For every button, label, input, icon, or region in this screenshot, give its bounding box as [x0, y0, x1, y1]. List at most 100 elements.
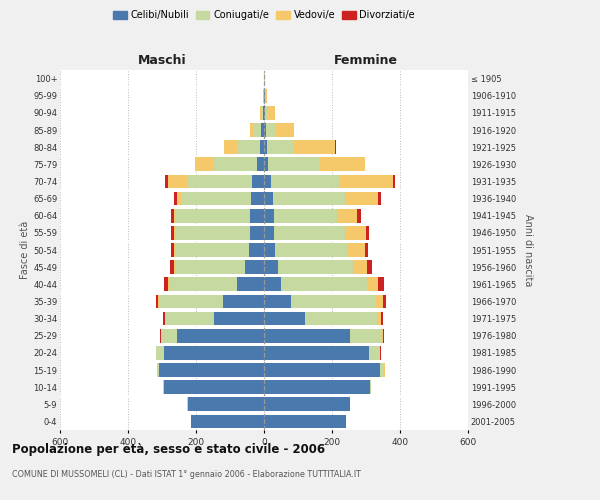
- Y-axis label: Fasce di età: Fasce di età: [20, 221, 30, 279]
- Bar: [245, 260, 264, 274]
- Bar: [347, 243, 365, 257]
- Bar: [381, 329, 383, 342]
- Bar: [383, 294, 386, 308]
- Bar: [377, 312, 381, 326]
- Bar: [224, 140, 237, 154]
- Bar: [337, 209, 357, 222]
- Bar: [158, 363, 264, 377]
- Text: Maschi: Maschi: [137, 54, 187, 66]
- Bar: [191, 414, 264, 428]
- Bar: [250, 209, 264, 222]
- Bar: [264, 363, 380, 377]
- Bar: [264, 209, 274, 222]
- Bar: [223, 294, 264, 308]
- Bar: [278, 260, 353, 274]
- Bar: [320, 158, 365, 171]
- Bar: [268, 106, 275, 120]
- Bar: [237, 278, 264, 291]
- Bar: [344, 192, 378, 205]
- Text: Popolazione per età, sesso e stato civile - 2006: Popolazione per età, sesso e stato civil…: [12, 442, 325, 456]
- Bar: [264, 294, 291, 308]
- Bar: [165, 312, 166, 326]
- Bar: [264, 158, 268, 171]
- Bar: [271, 174, 340, 188]
- Bar: [237, 140, 260, 154]
- Bar: [264, 192, 272, 205]
- Bar: [268, 158, 320, 171]
- Bar: [175, 243, 249, 257]
- Bar: [265, 106, 268, 120]
- Bar: [213, 158, 257, 171]
- Bar: [305, 312, 377, 326]
- Bar: [365, 243, 368, 257]
- Bar: [264, 278, 281, 291]
- Bar: [393, 174, 395, 188]
- Bar: [264, 346, 369, 360]
- Bar: [176, 209, 250, 222]
- Bar: [250, 226, 264, 239]
- Bar: [251, 192, 264, 205]
- Bar: [264, 106, 265, 120]
- Bar: [173, 209, 176, 222]
- Bar: [178, 192, 181, 205]
- Bar: [261, 123, 264, 137]
- Bar: [170, 226, 173, 239]
- Bar: [274, 209, 337, 222]
- Bar: [264, 174, 271, 188]
- Bar: [264, 89, 265, 102]
- Bar: [158, 294, 159, 308]
- Bar: [267, 140, 294, 154]
- Bar: [276, 123, 293, 137]
- Bar: [166, 174, 169, 188]
- Bar: [265, 89, 267, 102]
- Bar: [264, 398, 350, 411]
- Bar: [264, 312, 305, 326]
- Bar: [188, 174, 252, 188]
- Bar: [264, 329, 350, 342]
- Bar: [378, 192, 382, 205]
- Bar: [376, 294, 383, 308]
- Bar: [173, 226, 176, 239]
- Bar: [294, 140, 335, 154]
- Bar: [366, 226, 370, 239]
- Bar: [173, 243, 175, 257]
- Bar: [169, 174, 188, 188]
- Bar: [161, 329, 178, 342]
- Bar: [156, 346, 164, 360]
- Bar: [260, 140, 264, 154]
- Bar: [254, 123, 261, 137]
- Bar: [377, 278, 383, 291]
- Bar: [196, 158, 213, 171]
- Bar: [264, 260, 278, 274]
- Bar: [170, 243, 173, 257]
- Bar: [156, 294, 158, 308]
- Bar: [178, 329, 264, 342]
- Bar: [187, 398, 264, 411]
- Bar: [281, 278, 367, 291]
- Bar: [174, 192, 178, 205]
- Bar: [353, 260, 367, 274]
- Bar: [263, 106, 264, 120]
- Bar: [163, 380, 164, 394]
- Bar: [272, 192, 344, 205]
- Bar: [214, 312, 264, 326]
- Text: Femmine: Femmine: [334, 54, 398, 66]
- Bar: [170, 260, 174, 274]
- Bar: [261, 106, 263, 120]
- Bar: [249, 243, 264, 257]
- Bar: [357, 209, 361, 222]
- Bar: [194, 158, 196, 171]
- Bar: [291, 294, 376, 308]
- Bar: [264, 380, 370, 394]
- Legend: Celibi/Nubili, Coniugati/e, Vedovi/e, Divorziati/e: Celibi/Nubili, Coniugati/e, Vedovi/e, Di…: [110, 8, 418, 23]
- Bar: [252, 174, 264, 188]
- Bar: [381, 312, 383, 326]
- Bar: [345, 226, 366, 239]
- Bar: [170, 209, 173, 222]
- Bar: [164, 346, 264, 360]
- Text: COMUNE DI MUSSOMELI (CL) - Dati ISTAT 1° gennaio 2006 - Elaborazione TUTTITALIA.: COMUNE DI MUSSOMELI (CL) - Dati ISTAT 1°…: [12, 470, 361, 479]
- Bar: [176, 260, 245, 274]
- Bar: [264, 226, 274, 239]
- Bar: [275, 243, 347, 257]
- Bar: [340, 174, 393, 188]
